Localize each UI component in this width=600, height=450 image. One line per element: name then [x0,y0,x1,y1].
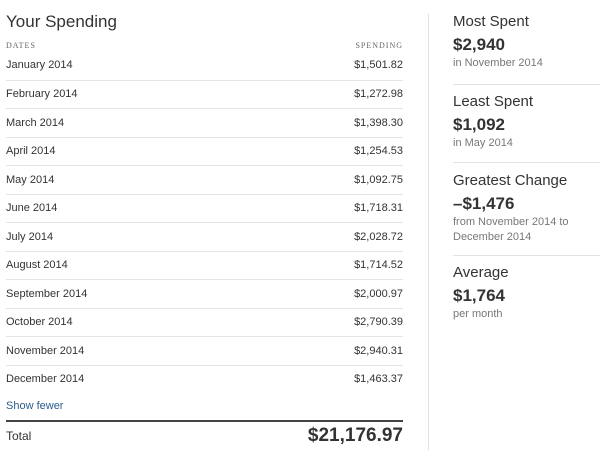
table-row: December 2014 $1,463.37 [6,364,403,394]
table-row: March 2014 $1,398.30 [6,108,403,137]
table-row: September 2014 $2,000.97 [6,279,403,308]
row-date: May 2014 [6,173,55,186]
table-row: February 2014 $1,272.98 [6,79,403,109]
row-amount: $1,092.75 [354,173,403,186]
row-amount: $1,463.37 [354,373,403,386]
least-spent-value: $1,092 [453,115,505,134]
greatest-change-label: Greatest Change [453,172,568,189]
row-amount: $1,272.98 [354,88,403,101]
row-amount: $1,714.52 [354,259,403,272]
row-date: February 2014 [6,88,78,101]
table-row: November 2014 $2,940.31 [6,336,403,365]
stat-divider [453,255,600,256]
row-amount: $1,254.53 [354,145,403,158]
total-value: $21,176.97 [307,425,403,446]
spending-table: January 2014 $1,501.82 February 2014 $1,… [6,51,403,393]
show-fewer-link[interactable]: Show fewer [6,400,64,412]
average-value: $1,764 [453,286,505,305]
most-spent-label: Most Spent [453,13,529,30]
total-row: Total $21,176.97 [6,420,403,450]
average-stat: Average $1,764 per month [453,264,600,322]
least-spent-sub: in May 2014 [453,137,513,149]
most-spent-stat: Most Spent $2,940 in November 2014 [453,13,600,71]
stat-divider [453,84,600,85]
row-date: July 2014 [6,230,54,243]
row-date: October 2014 [6,316,73,329]
table-row: January 2014 $1,501.82 [6,51,403,80]
row-date: August 2014 [6,259,68,272]
row-date: June 2014 [6,202,58,215]
row-date: April 2014 [6,145,56,158]
table-row: July 2014 $2,028.72 [6,222,403,251]
row-date: March 2014 [6,116,65,129]
dates-column-header: DATES [6,41,36,50]
spending-column-header: SPENDING [355,41,403,50]
table-row: October 2014 $2,790.39 [6,307,403,337]
row-date: November 2014 [6,344,85,357]
most-spent-sub: in November 2014 [453,57,543,69]
greatest-change-value: –$1,476 [453,194,515,213]
table-row: August 2014 $1,714.52 [6,250,403,280]
average-label: Average [453,264,509,281]
least-spent-label: Least Spent [453,93,534,110]
greatest-change-sub: from November 2014 to December 2014 [453,216,569,243]
row-amount: $2,940.31 [354,344,403,357]
row-amount: $2,028.72 [354,230,403,243]
average-sub: per month [453,308,503,320]
table-row: April 2014 $1,254.53 [6,136,403,166]
least-spent-stat: Least Spent $1,092 in May 2014 [453,93,600,151]
row-date: January 2014 [6,59,73,72]
table-row: May 2014 $1,092.75 [6,165,403,194]
spending-title: Your Spending [6,12,117,31]
total-label: Total [6,429,32,443]
row-date: September 2014 [6,287,88,300]
greatest-change-stat: Greatest Change –$1,476 from November 20… [453,172,600,245]
column-divider [428,14,429,450]
row-amount: $2,000.97 [354,287,403,300]
row-amount: $1,398.30 [354,116,403,129]
most-spent-value: $2,940 [453,35,505,54]
table-row: June 2014 $1,718.31 [6,193,403,223]
row-amount: $1,718.31 [354,202,403,215]
row-amount: $2,790.39 [354,316,403,329]
stat-divider [453,162,600,163]
row-amount: $1,501.82 [354,59,403,72]
row-date: December 2014 [6,373,85,386]
